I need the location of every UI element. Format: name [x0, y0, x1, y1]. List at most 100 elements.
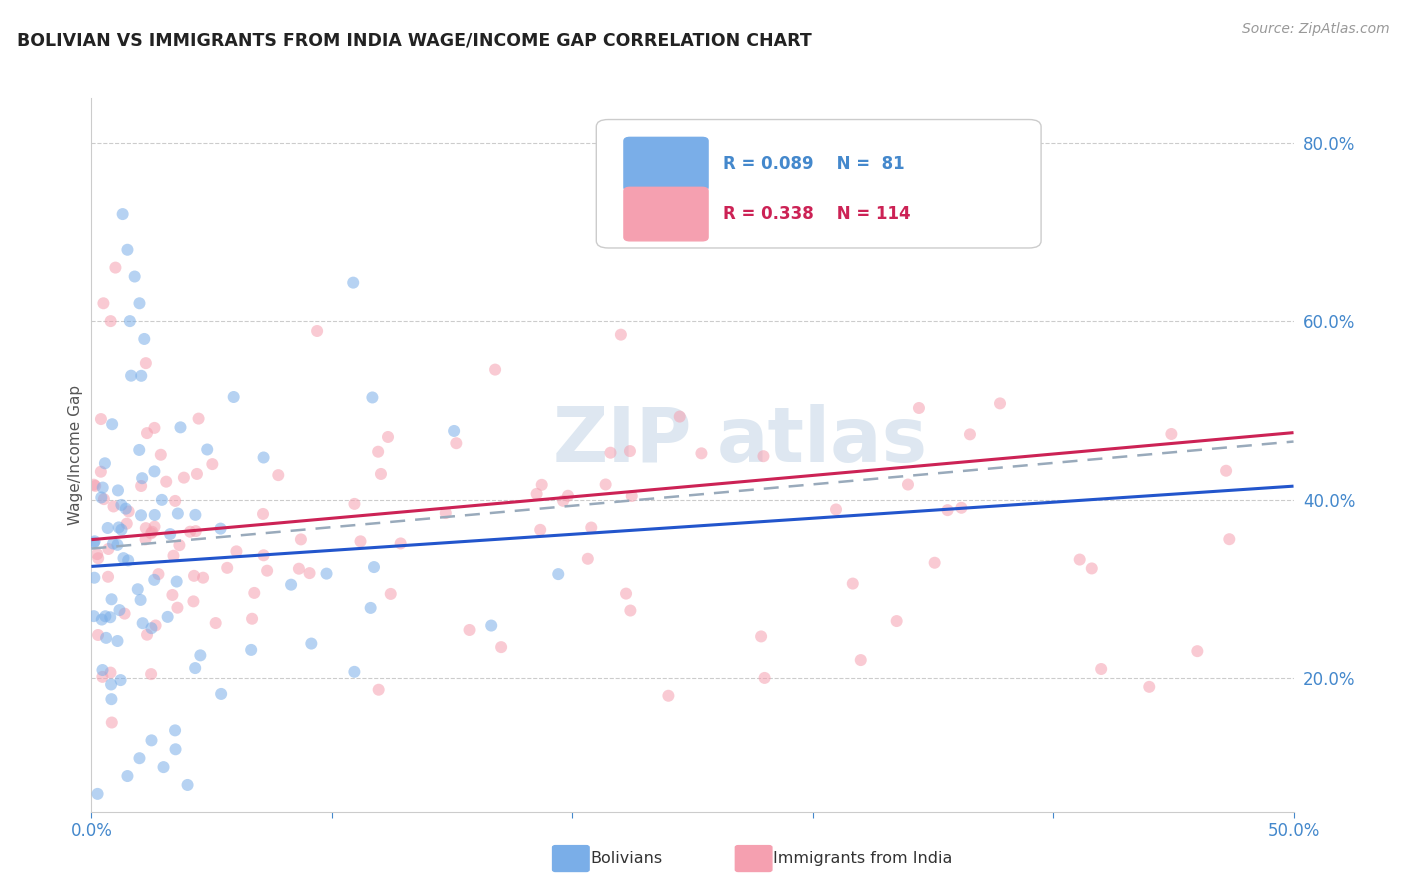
Point	[115, 516, 138, 531]
Point	[908, 401, 931, 415]
Point	[90, 412, 112, 426]
Point	[176, 778, 198, 792]
Point	[139, 526, 162, 541]
Point	[280, 577, 302, 591]
Point	[90, 465, 112, 479]
Point	[156, 610, 179, 624]
Point	[529, 523, 551, 537]
Point	[166, 600, 188, 615]
Point	[103, 500, 125, 514]
Point	[118, 504, 141, 518]
Point	[135, 356, 157, 370]
Point	[97, 570, 120, 584]
Point	[97, 541, 120, 556]
Point	[143, 573, 166, 587]
Point	[243, 586, 266, 600]
Point	[167, 507, 190, 521]
Point	[101, 536, 124, 550]
Point	[143, 464, 166, 478]
Point	[141, 621, 163, 635]
Point	[186, 467, 208, 481]
Point	[361, 391, 384, 405]
Point	[87, 551, 110, 566]
Point	[363, 560, 385, 574]
Point	[136, 426, 159, 441]
Point	[446, 436, 468, 450]
Point	[553, 493, 575, 508]
Point	[936, 503, 959, 517]
Point	[599, 446, 621, 460]
Point	[148, 567, 170, 582]
Point	[959, 427, 981, 442]
Point	[443, 424, 465, 438]
Point	[479, 618, 502, 632]
Point	[1090, 662, 1112, 676]
Point	[620, 489, 643, 503]
Point	[117, 769, 139, 783]
Point	[610, 327, 633, 342]
Point	[101, 417, 124, 432]
Point	[370, 467, 392, 481]
Point	[104, 260, 127, 275]
Point	[195, 442, 218, 457]
Point	[690, 446, 713, 460]
Point	[988, 396, 1011, 410]
Point	[90, 613, 112, 627]
Text: R = 0.089    N =  81: R = 0.089 N = 81	[723, 155, 904, 173]
Point	[128, 751, 150, 765]
Point	[360, 601, 382, 615]
Point	[128, 442, 150, 457]
Point	[217, 561, 239, 575]
Point	[145, 618, 167, 632]
Point	[114, 607, 136, 621]
Point	[252, 450, 274, 465]
Text: R = 0.338    N = 114: R = 0.338 N = 114	[723, 205, 910, 223]
Point	[924, 556, 946, 570]
Point	[94, 609, 117, 624]
Point	[107, 483, 129, 498]
Point	[159, 527, 181, 541]
Point	[169, 420, 191, 434]
Point	[842, 576, 865, 591]
Point	[100, 592, 122, 607]
Text: Bolivians: Bolivians	[591, 851, 662, 865]
Point	[343, 665, 366, 679]
Point	[581, 520, 603, 534]
Point	[825, 502, 848, 516]
Point	[749, 629, 772, 643]
Point	[90, 491, 112, 505]
Point	[117, 553, 139, 567]
Point	[267, 468, 290, 483]
Point	[129, 593, 152, 607]
Point	[91, 670, 114, 684]
Point	[897, 477, 920, 491]
Point	[100, 677, 122, 691]
Point	[134, 533, 156, 547]
FancyBboxPatch shape	[624, 137, 709, 191]
Point	[83, 609, 105, 624]
Point	[184, 508, 207, 522]
Point	[108, 603, 131, 617]
Point	[139, 667, 162, 681]
Point	[576, 551, 599, 566]
Point	[389, 536, 412, 550]
Point	[110, 523, 132, 537]
Text: Source: ZipAtlas.com: Source: ZipAtlas.com	[1241, 22, 1389, 37]
Point	[377, 430, 399, 444]
Point	[94, 631, 117, 645]
FancyBboxPatch shape	[596, 120, 1040, 248]
Point	[849, 653, 872, 667]
Point	[526, 487, 548, 501]
Text: BOLIVIAN VS IMMIGRANTS FROM INDIA WAGE/INCOME GAP CORRELATION CHART: BOLIVIAN VS IMMIGRANTS FROM INDIA WAGE/I…	[17, 31, 811, 49]
Point	[169, 538, 191, 552]
Point	[1081, 561, 1104, 575]
Point	[547, 567, 569, 582]
Point	[165, 494, 187, 508]
Point	[484, 362, 506, 376]
Point	[98, 610, 121, 624]
Point	[83, 477, 105, 491]
Point	[107, 538, 129, 552]
Text: Immigrants from India: Immigrants from India	[773, 851, 953, 865]
Point	[129, 368, 152, 383]
Point	[288, 562, 311, 576]
